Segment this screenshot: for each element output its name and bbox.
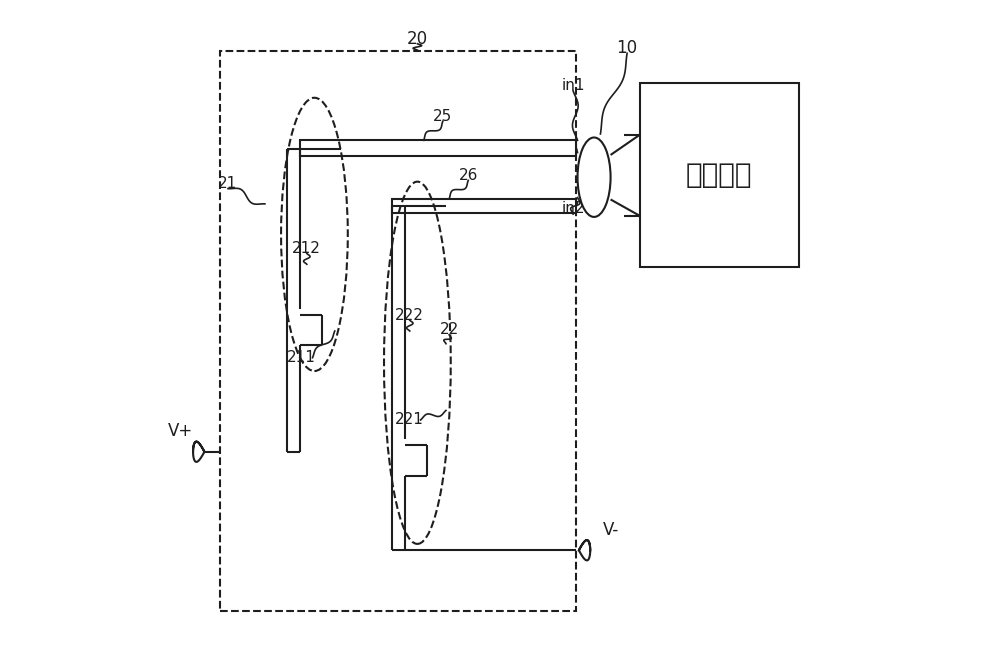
- Text: V+: V+: [168, 422, 194, 440]
- Text: in1: in1: [561, 78, 585, 93]
- Text: V-: V-: [603, 521, 619, 539]
- Text: in2: in2: [561, 201, 585, 216]
- Bar: [640, 83, 799, 267]
- Text: 10: 10: [617, 39, 638, 57]
- Bar: [300, 140, 576, 156]
- Text: 25: 25: [433, 109, 452, 124]
- Bar: [392, 199, 576, 213]
- Text: 转子绕组: 转子绕组: [686, 162, 753, 189]
- Text: 211: 211: [287, 350, 316, 365]
- Text: 222: 222: [395, 308, 424, 322]
- Text: 26: 26: [459, 167, 478, 183]
- Bar: [220, 52, 576, 610]
- Text: 20: 20: [407, 30, 428, 48]
- Ellipse shape: [578, 138, 611, 217]
- Text: 212: 212: [292, 241, 321, 256]
- Text: 21: 21: [218, 176, 238, 191]
- Text: 22: 22: [440, 322, 459, 337]
- Text: 221: 221: [395, 412, 424, 428]
